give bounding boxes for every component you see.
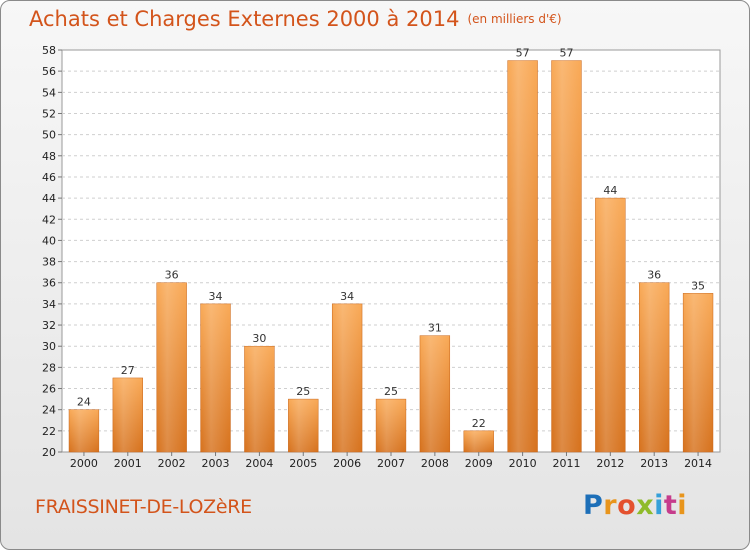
value-label-2002: 36 — [165, 269, 179, 282]
y-tick-label: 52 — [42, 107, 56, 120]
y-tick-label: 26 — [42, 383, 56, 396]
bar-shine-2013 — [639, 282, 670, 452]
value-label-2011: 57 — [559, 47, 573, 60]
y-tick-label: 22 — [42, 425, 56, 438]
proxiti-logo: Proxiti — [583, 490, 687, 521]
x-tick-label-2012: 2012 — [596, 457, 624, 470]
bars: 24 27 36 34 30 25 34 25 31 22 57 57 44 36 35 — [68, 47, 714, 453]
value-label-2010: 57 — [516, 47, 530, 60]
y-tick-label: 56 — [42, 65, 56, 78]
y-tick-label: 36 — [42, 277, 56, 290]
bar-shine-2011 — [551, 60, 582, 452]
x-tick-label-2004: 2004 — [245, 457, 273, 470]
x-tick-label-2011: 2011 — [552, 457, 580, 470]
y-tick-label: 28 — [42, 361, 56, 374]
y-tick-label: 30 — [42, 340, 56, 353]
value-label-2007: 25 — [384, 385, 398, 398]
y-tick-label: 40 — [42, 234, 56, 247]
value-label-2009: 22 — [472, 417, 486, 430]
y-tick-label: 32 — [42, 319, 56, 332]
bar-shine-2002 — [156, 282, 187, 452]
x-tick-label-2005: 2005 — [289, 457, 317, 470]
x-tick-label-2006: 2006 — [333, 457, 361, 470]
bar-shine-2004 — [244, 346, 275, 452]
x-tick-label-2009: 2009 — [465, 457, 493, 470]
x-axis: 2000 2001 2002 2003 2004 2005 2006 2007 2008 2009… — [70, 452, 712, 470]
value-label-2000: 24 — [77, 396, 91, 409]
y-tick-label: 54 — [42, 86, 56, 99]
value-label-2012: 44 — [603, 184, 617, 197]
value-label-2008: 31 — [428, 322, 442, 335]
chart-title: Achats et Charges Externes 2000 à 2014 (e… — [29, 7, 562, 31]
bar-shine-2009 — [463, 430, 494, 452]
x-tick-label-2008: 2008 — [421, 457, 449, 470]
value-label-2006: 34 — [340, 290, 354, 303]
y-tick-label: 34 — [42, 298, 56, 311]
bar-shine-2012 — [595, 198, 626, 452]
value-label-2013: 36 — [647, 269, 661, 282]
bar-shine-2014 — [683, 293, 713, 452]
bar-shine-2006 — [332, 303, 363, 452]
x-tick-label-2010: 2010 — [509, 457, 537, 470]
y-tick-label: 50 — [42, 129, 56, 142]
chart-title-text: Achats et Charges Externes 2000 à 2014 — [29, 7, 460, 31]
x-tick-label-2001: 2001 — [114, 457, 142, 470]
bar-shine-2001 — [112, 377, 143, 452]
y-tick-label: 20 — [42, 446, 56, 459]
y-tick-label: 46 — [42, 171, 56, 184]
x-tick-label-2014: 2014 — [684, 457, 712, 470]
x-tick-label-2003: 2003 — [202, 457, 230, 470]
logo-letter: i — [654, 490, 664, 521]
value-label-2005: 25 — [296, 385, 310, 398]
bar-shine-2000 — [69, 409, 99, 452]
logo-letter: t — [663, 490, 678, 521]
bar-shine-2010 — [507, 60, 538, 452]
bar-shine-2008 — [419, 335, 450, 452]
y-tick-label: 48 — [42, 150, 56, 163]
y-tick-label: 38 — [42, 256, 56, 269]
y-tick-label: 24 — [42, 404, 56, 417]
y-tick-label: 42 — [42, 213, 56, 226]
logo-letter: o — [617, 490, 637, 521]
y-axis: 20 22 24 26 28 30 32 34 36 38 40 42 44 46 48 50 52 54 56 58 — [42, 44, 62, 459]
y-tick-label: 58 — [42, 44, 56, 57]
value-label-2001: 27 — [121, 364, 135, 377]
x-tick-label-2002: 2002 — [158, 457, 186, 470]
x-tick-label-2013: 2013 — [640, 457, 668, 470]
x-tick-label-2007: 2007 — [377, 457, 405, 470]
bar-shine-2007 — [376, 399, 406, 452]
x-tick-label-2000: 2000 — [70, 457, 98, 470]
bar-shine-2005 — [288, 399, 319, 452]
value-label-2004: 30 — [252, 332, 266, 345]
logo-letter: i — [677, 490, 688, 521]
value-label-2014: 35 — [691, 279, 705, 292]
logo-letter: P — [583, 490, 604, 521]
value-label-2003: 34 — [209, 290, 223, 303]
bar-shine-2003 — [200, 303, 231, 452]
logo-letter: x — [636, 490, 655, 521]
logo-letter: r — [603, 490, 618, 521]
y-tick-label: 44 — [42, 192, 56, 205]
chart-subtitle: (en milliers d'€) — [467, 12, 562, 26]
commune-name: FRAISSINET-DE-LOZèRE — [35, 496, 252, 518]
